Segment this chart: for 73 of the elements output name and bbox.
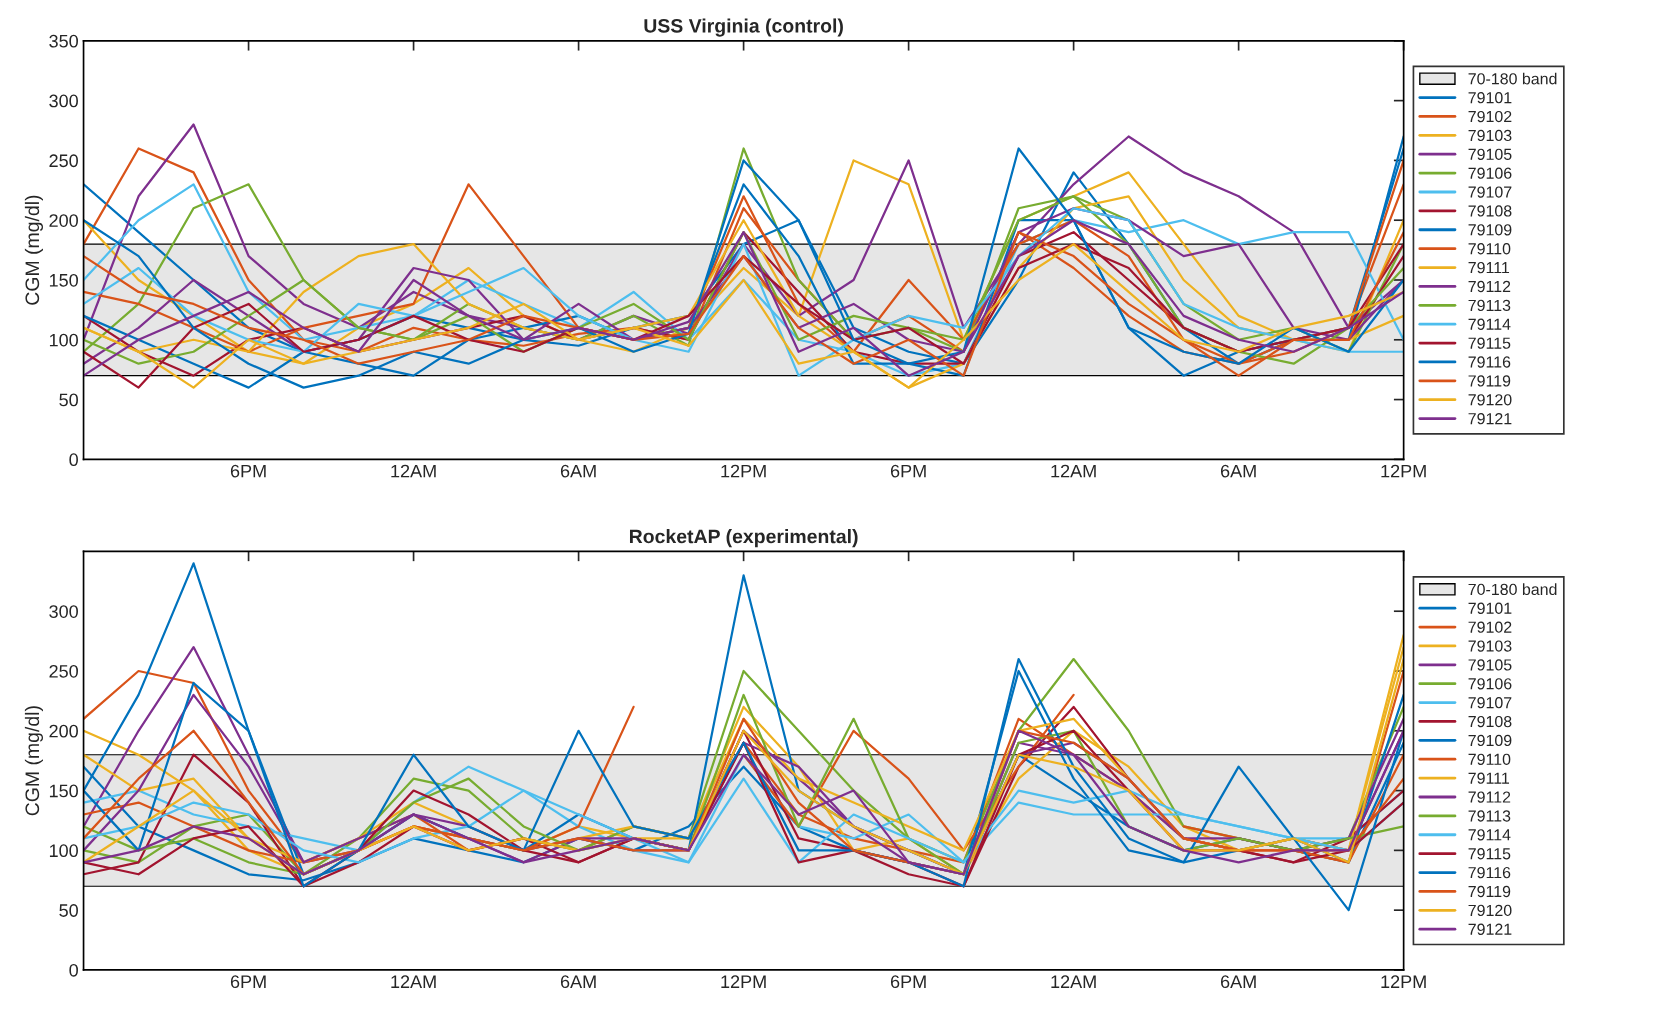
legend-label: 79107: [1468, 697, 1512, 709]
y-tick-label: 200: [49, 214, 78, 227]
legend-label: 70-180 band: [1468, 583, 1557, 596]
legend-label: 70-180 band: [1468, 72, 1557, 85]
y-tick-label: 250: [49, 664, 78, 678]
legend-label: 79112: [1468, 791, 1511, 803]
y-axis-title: CGM (mg/dl): [24, 195, 44, 305]
legend-label: 79111: [1468, 261, 1510, 274]
y-tick-label: 50: [59, 904, 78, 917]
y-tick-label: 300: [49, 605, 78, 618]
legend-label: 79108: [1468, 715, 1512, 728]
legend-label: 79116: [1468, 866, 1511, 879]
x-tick-label: 12PM: [1381, 464, 1426, 478]
legend-label: 79120: [1468, 904, 1512, 917]
x-tick-label: 6PM: [230, 975, 266, 989]
legend-label: 79114: [1468, 829, 1511, 841]
legend-label: 79113: [1468, 299, 1511, 312]
y-tick-label: 350: [49, 34, 78, 48]
legend-label: 79101: [1468, 92, 1512, 104]
y-tick-label: 200: [49, 724, 78, 738]
legend-label: 79109: [1468, 224, 1512, 236]
legend-label: 79110: [1468, 753, 1511, 765]
legend-label: 79116: [1468, 356, 1511, 368]
x-tick-label: 12AM: [391, 464, 436, 478]
chart-title: RocketAP (experimental): [629, 529, 858, 548]
legend-label: 79103: [1468, 640, 1512, 652]
x-tick-label: 6AM: [1220, 464, 1256, 478]
x-tick-label: 12PM: [1381, 975, 1426, 988]
y-tick-label: 150: [49, 273, 78, 287]
legend-label: 79107: [1468, 186, 1512, 198]
x-tick-label: 12AM: [1051, 975, 1096, 988]
legend-label: 79115: [1468, 337, 1511, 349]
legend-label: 79102: [1468, 621, 1512, 633]
legend-label: 79120: [1468, 394, 1512, 406]
legend-label: 79111: [1468, 772, 1510, 784]
legend-label: 79121: [1468, 923, 1512, 935]
y-tick-label: 100: [49, 844, 78, 858]
legend-label: 79112: [1468, 280, 1511, 293]
y-tick-label: 100: [49, 333, 78, 347]
legend-label: 79105: [1468, 659, 1512, 671]
y-tick-label: 50: [59, 393, 78, 407]
legend-label: 79119: [1468, 375, 1511, 387]
y-tick-label: 300: [49, 94, 78, 108]
legend-label: 79114: [1468, 318, 1511, 330]
chart-title: USS Virginia (control): [644, 18, 843, 37]
legend-label: 79108: [1468, 205, 1512, 217]
x-tick-label: 6PM: [890, 975, 926, 989]
x-tick-label: 6AM: [560, 975, 596, 989]
legend-label: 79103: [1468, 129, 1512, 142]
y-tick-label: 0: [69, 453, 78, 467]
y-axis-title: CGM (mg/dl): [24, 706, 44, 816]
x-tick-label: 12PM: [721, 975, 766, 988]
x-tick-label: 12AM: [391, 975, 436, 988]
x-tick-label: 6AM: [1220, 975, 1256, 989]
x-tick-label: 12PM: [721, 464, 766, 478]
legend-label: 79113: [1468, 810, 1511, 822]
x-tick-label: 12AM: [1051, 464, 1096, 478]
legend-label: 79106: [1468, 678, 1512, 690]
y-tick-label: 250: [49, 154, 78, 168]
y-tick-label: 150: [49, 784, 78, 798]
legend-label: 79110: [1468, 243, 1511, 255]
legend-label: 79119: [1468, 885, 1511, 898]
y-tick-label: 0: [69, 963, 78, 977]
legend-label: 79109: [1468, 734, 1512, 747]
legend-label: 79115: [1468, 848, 1511, 860]
legend-label: 79105: [1468, 148, 1512, 160]
legend-label: 79106: [1468, 167, 1512, 179]
x-tick-label: 6PM: [230, 464, 266, 478]
legend-label: 79121: [1468, 413, 1512, 425]
legend-label: 79101: [1468, 602, 1512, 614]
legend-label: 79102: [1468, 110, 1512, 123]
x-tick-label: 6PM: [890, 464, 926, 478]
x-tick-label: 6AM: [560, 464, 596, 478]
